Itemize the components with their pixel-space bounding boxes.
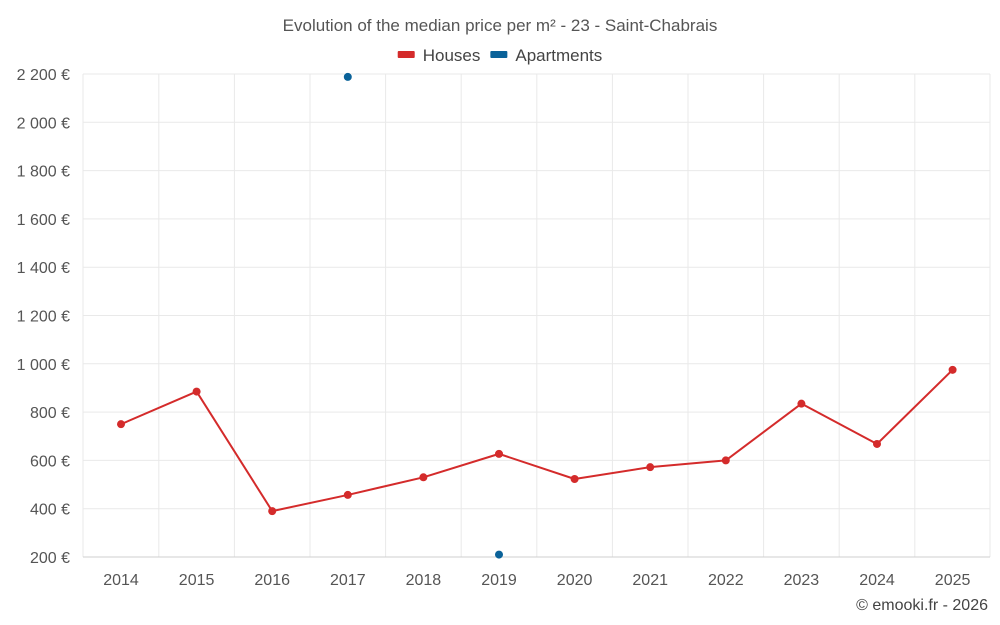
x-tick-label: 2023 bbox=[784, 572, 820, 589]
legend: Houses Apartments bbox=[397, 46, 602, 65]
x-tick-label: 2024 bbox=[859, 572, 895, 589]
legend-swatch bbox=[397, 51, 415, 58]
y-axis-ticks: 200 € 400 € 600 € 800 € 1 000 € 1 200 € 1 400 … bbox=[17, 67, 70, 567]
data-point bbox=[495, 550, 503, 559]
data-point bbox=[797, 399, 806, 408]
x-tick-label: 2016 bbox=[254, 572, 290, 589]
y-tick-label: 600 € bbox=[30, 453, 70, 470]
data-point bbox=[721, 456, 730, 465]
data-point bbox=[268, 507, 277, 516]
data-point bbox=[419, 473, 428, 482]
data-point bbox=[948, 365, 957, 374]
series-apartments bbox=[343, 72, 503, 559]
data-point bbox=[873, 439, 881, 448]
data-point bbox=[495, 449, 503, 458]
data-point bbox=[343, 72, 352, 81]
y-tick-label: 800 € bbox=[30, 405, 70, 422]
series-line bbox=[120, 369, 954, 513]
series-houses bbox=[117, 365, 957, 516]
legend-label: Houses bbox=[423, 46, 481, 65]
x-tick-label: 2020 bbox=[557, 572, 593, 589]
y-tick-label: 1 800 € bbox=[17, 164, 70, 181]
y-tick-label: 400 € bbox=[30, 502, 70, 519]
x-axis-ticks: 2014 2015 2016 2017 2018 2019 2020 2021 2022 2023… bbox=[103, 572, 970, 589]
data-point bbox=[117, 420, 125, 429]
chart-title: Evolution of the median price per m² - 2… bbox=[283, 16, 718, 35]
y-tick-label: 1 400 € bbox=[17, 260, 70, 277]
x-tick-label: 2021 bbox=[632, 572, 668, 589]
data-point bbox=[570, 474, 579, 483]
y-tick-label: 1 600 € bbox=[17, 212, 70, 229]
x-tick-label: 2014 bbox=[103, 572, 139, 589]
credit-text: © emooki.fr - 2026 bbox=[856, 597, 988, 614]
y-tick-label: 1 200 € bbox=[17, 309, 70, 326]
data-point bbox=[192, 387, 201, 396]
x-tick-label: 2015 bbox=[179, 572, 215, 589]
data-point bbox=[343, 490, 352, 499]
x-tick-label: 2019 bbox=[481, 572, 517, 589]
y-tick-label: 1 000 € bbox=[17, 357, 70, 374]
x-tick-label: 2022 bbox=[708, 572, 744, 589]
x-tick-label: 2025 bbox=[935, 572, 971, 589]
legend-label: Apartments bbox=[515, 46, 602, 65]
legend-item-apartments: Apartments bbox=[490, 46, 602, 65]
y-tick-label: 200 € bbox=[30, 550, 70, 567]
y-tick-label: 2 000 € bbox=[17, 115, 70, 132]
x-gridlines bbox=[82, 74, 991, 557]
series-layer bbox=[117, 72, 957, 559]
legend-item-houses: Houses bbox=[397, 46, 481, 65]
x-tick-label: 2018 bbox=[406, 572, 442, 589]
x-tick-label: 2017 bbox=[330, 572, 366, 589]
legend-swatch bbox=[490, 51, 508, 58]
data-point bbox=[646, 463, 655, 472]
y-tick-label: 2 200 € bbox=[17, 67, 70, 84]
